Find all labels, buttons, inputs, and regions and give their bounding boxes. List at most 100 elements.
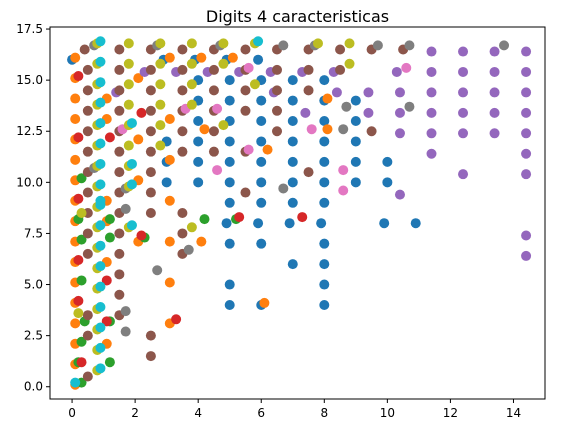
data-point-s5-22 bbox=[145, 85, 156, 96]
data-point-s0-30 bbox=[193, 156, 204, 167]
x-tick-label: 8 bbox=[320, 406, 328, 420]
data-point-s3-4 bbox=[76, 357, 87, 368]
data-point-s4-15 bbox=[394, 87, 405, 98]
data-point-s5-24 bbox=[208, 85, 219, 96]
data-point-s5-37 bbox=[145, 126, 156, 137]
y-tick-label: 17.5 bbox=[16, 22, 43, 36]
y-tick-label: 0.0 bbox=[24, 380, 43, 394]
data-point-s9-16 bbox=[95, 281, 106, 292]
data-point-s0-28 bbox=[350, 136, 361, 147]
data-point-s4-23 bbox=[426, 107, 437, 118]
data-point-s5-17 bbox=[272, 64, 283, 75]
data-point-s9-19 bbox=[95, 342, 106, 353]
data-point-s0-47 bbox=[287, 197, 298, 208]
data-point-s7-3 bbox=[278, 40, 289, 51]
data-point-s7-10 bbox=[120, 306, 131, 317]
data-point-s5-62 bbox=[114, 248, 125, 259]
data-point-s0-49 bbox=[221, 218, 232, 229]
data-point-s1-12 bbox=[70, 154, 81, 165]
data-point-s4-9 bbox=[458, 66, 469, 77]
data-point-s4-11 bbox=[521, 66, 532, 77]
data-point-s5-60 bbox=[177, 228, 188, 239]
data-point-s0-35 bbox=[350, 156, 361, 167]
data-point-s6-3 bbox=[212, 165, 223, 176]
data-point-s0-59 bbox=[319, 259, 330, 270]
data-point-s0-27 bbox=[319, 136, 330, 147]
data-point-s4-42 bbox=[521, 46, 532, 57]
data-point-s0-34 bbox=[319, 156, 330, 167]
data-point-s5-12 bbox=[114, 64, 125, 75]
data-point-s0-45 bbox=[224, 197, 235, 208]
data-point-s7-13 bbox=[183, 244, 194, 255]
data-point-s5-42 bbox=[82, 146, 93, 157]
data-point-s0-55 bbox=[224, 238, 235, 249]
data-point-s0-18 bbox=[256, 116, 267, 127]
data-point-s8-45 bbox=[76, 208, 87, 218]
data-point-s8-22 bbox=[186, 99, 197, 110]
data-point-s4-17 bbox=[458, 87, 469, 98]
data-point-s5-56 bbox=[145, 208, 156, 218]
data-point-s4-7 bbox=[391, 66, 402, 77]
data-point-s9-8 bbox=[95, 158, 106, 169]
data-point-s0-13 bbox=[287, 95, 298, 106]
data-point-s2-2 bbox=[76, 234, 87, 245]
data-point-s4-37 bbox=[521, 230, 532, 241]
data-point-s7-6 bbox=[404, 40, 415, 51]
data-point-s1-30 bbox=[259, 297, 270, 308]
data-point-s0-24 bbox=[224, 136, 235, 147]
data-point-s5-53 bbox=[145, 187, 156, 198]
data-point-s6-2 bbox=[212, 103, 223, 114]
data-point-s1-28 bbox=[164, 277, 175, 288]
data-point-s5-73 bbox=[82, 330, 93, 341]
data-point-s8-37 bbox=[186, 222, 197, 233]
data-point-s1-9 bbox=[164, 113, 175, 124]
y-tick-label: 12.5 bbox=[16, 124, 43, 138]
data-point-s5-68 bbox=[145, 351, 156, 362]
data-point-s3-6 bbox=[101, 316, 112, 327]
data-point-s4-24 bbox=[458, 107, 469, 118]
data-point-s9-21 bbox=[70, 377, 81, 388]
data-point-s8-6 bbox=[312, 38, 323, 49]
data-point-s3-2 bbox=[73, 255, 84, 266]
data-point-s9-20 bbox=[95, 363, 106, 374]
data-point-s0-25 bbox=[256, 136, 267, 147]
data-point-s5-59 bbox=[114, 228, 125, 239]
data-point-s8-15 bbox=[123, 79, 134, 90]
data-point-s3-5 bbox=[101, 275, 112, 286]
chart-title: Digits 4 caracteristicas bbox=[206, 7, 389, 26]
data-point-s5-14 bbox=[177, 64, 188, 75]
data-point-s4-39 bbox=[426, 46, 437, 57]
data-point-s0-54 bbox=[410, 218, 421, 229]
data-point-s2-8 bbox=[104, 214, 115, 225]
data-point-s4-36 bbox=[394, 189, 405, 200]
data-point-s1-2 bbox=[196, 52, 207, 63]
data-point-s8-12 bbox=[218, 58, 229, 69]
data-point-s9-22 bbox=[126, 179, 137, 190]
data-point-s5-61 bbox=[82, 248, 93, 259]
data-point-s5-67 bbox=[145, 330, 156, 341]
data-point-s5-13 bbox=[145, 64, 156, 75]
data-point-s9-15 bbox=[95, 261, 106, 272]
data-point-s2-0 bbox=[76, 173, 87, 184]
data-point-s0-36 bbox=[382, 156, 393, 167]
data-point-s9-2 bbox=[95, 56, 106, 67]
data-point-s0-52 bbox=[316, 218, 327, 229]
data-point-s0-56 bbox=[256, 238, 267, 249]
data-point-s0-9 bbox=[319, 75, 330, 86]
data-point-s1-23 bbox=[164, 236, 175, 247]
data-point-s5-72 bbox=[82, 310, 93, 321]
scatter-points bbox=[67, 36, 532, 390]
data-point-s0-23 bbox=[193, 136, 204, 147]
data-point-s4-20 bbox=[300, 107, 311, 118]
data-point-s0-21 bbox=[350, 116, 361, 127]
data-point-s8-2 bbox=[155, 38, 166, 49]
data-point-s5-35 bbox=[82, 126, 93, 137]
data-point-s0-43 bbox=[350, 177, 361, 188]
data-point-s5-19 bbox=[335, 64, 346, 75]
data-point-s1-37 bbox=[199, 124, 210, 135]
data-point-s5-51 bbox=[82, 187, 93, 198]
data-point-s1-39 bbox=[322, 124, 333, 135]
data-point-s7-9 bbox=[120, 203, 131, 214]
data-point-s3-12 bbox=[104, 132, 115, 143]
data-point-s3-10 bbox=[297, 212, 308, 223]
